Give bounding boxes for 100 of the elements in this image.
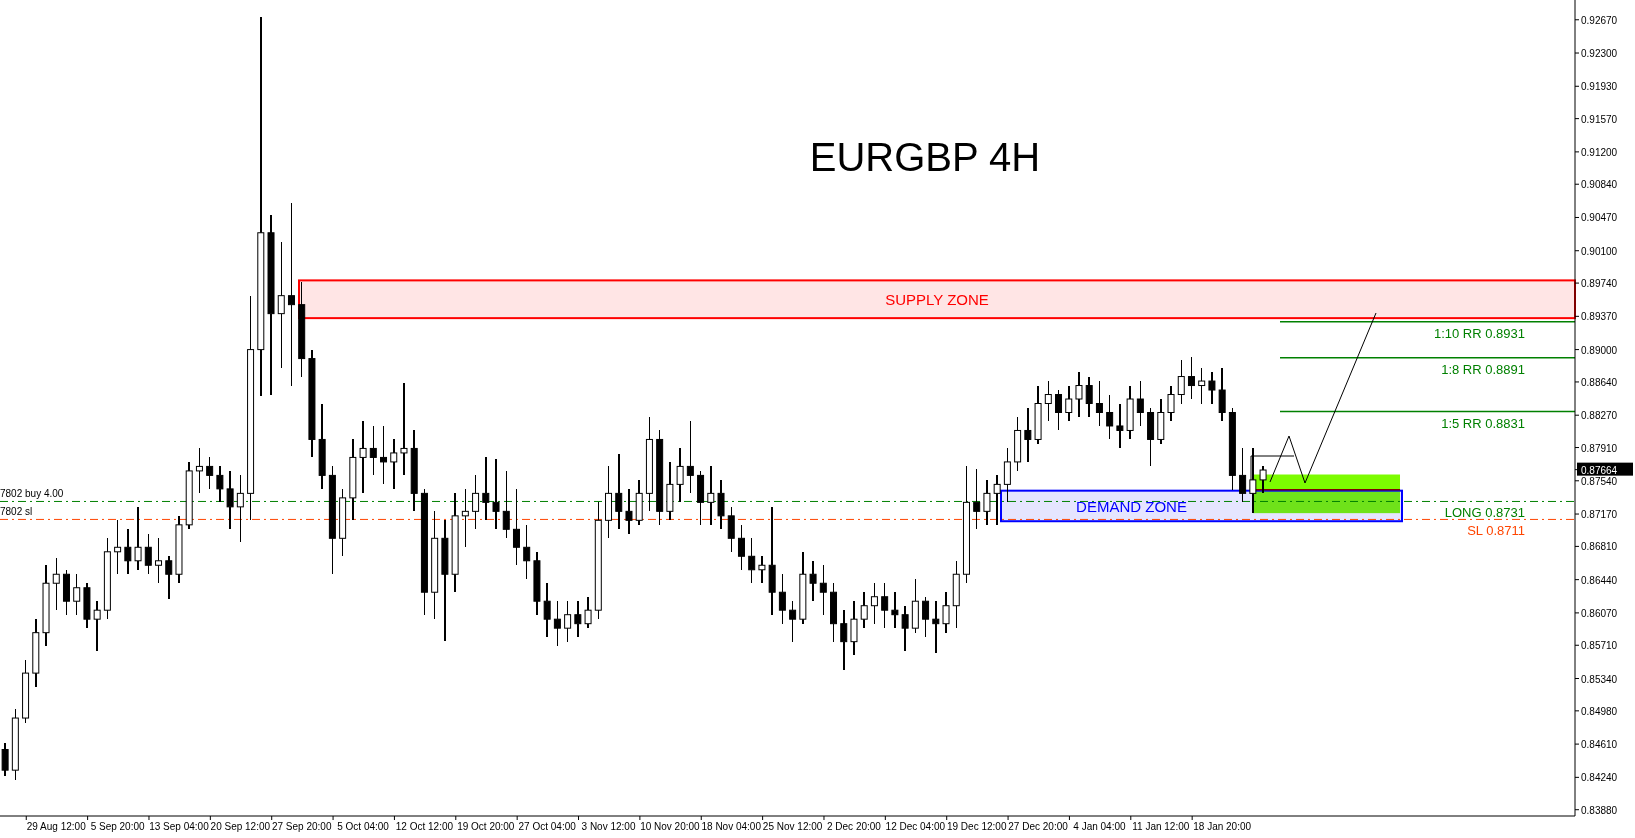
candlestick xyxy=(1157,398,1165,445)
y-tick-label: 0.91570 xyxy=(1581,113,1618,125)
candlestick xyxy=(1,742,9,778)
candlestick xyxy=(1065,384,1073,423)
candlestick xyxy=(881,582,889,629)
candlestick xyxy=(656,429,664,526)
y-tick-label: 0.88640 xyxy=(1581,376,1618,388)
y-tick-label: 0.84240 xyxy=(1581,772,1618,784)
candlestick xyxy=(175,515,183,584)
candlestick xyxy=(451,492,459,593)
y-tick-label: 0.86810 xyxy=(1581,541,1618,553)
candlestick xyxy=(594,501,602,620)
candlestick xyxy=(1024,407,1032,463)
y-tick-label: 0.84980 xyxy=(1581,705,1618,717)
candlestick xyxy=(830,582,838,643)
candlestick xyxy=(1085,375,1093,418)
candlestick xyxy=(42,564,50,647)
candlestick xyxy=(287,202,295,387)
y-tick-label: 0.84610 xyxy=(1581,739,1618,751)
x-tick-label: 13 Sep 04:00 xyxy=(149,821,210,832)
candlestick xyxy=(727,506,735,553)
y-tick-label: 0.85710 xyxy=(1581,640,1618,652)
candlestick xyxy=(114,519,122,576)
candlestick xyxy=(543,582,551,638)
candlestick xyxy=(973,468,981,531)
x-tick-label: 25 Nov 12:00 xyxy=(762,821,823,832)
annotation: 7802 buy 4.00 xyxy=(0,488,64,500)
candlestick xyxy=(32,618,40,688)
candlestick xyxy=(1187,356,1195,400)
candlestick xyxy=(962,465,970,584)
candlestick xyxy=(103,537,111,620)
x-tick-label: 29 Aug 12:00 xyxy=(26,821,87,832)
ref-line-label: LONG 0.8731 xyxy=(1444,505,1525,521)
x-tick-label: 20 Sep 12:00 xyxy=(210,821,271,832)
y-tick-label: 0.87170 xyxy=(1581,509,1618,521)
candlestick xyxy=(52,557,60,611)
candlestick xyxy=(615,453,623,531)
candlestick xyxy=(922,595,930,638)
candlestick xyxy=(1249,447,1257,514)
x-tick-label: 4 Jan 04:00 xyxy=(1073,821,1126,832)
candlestick xyxy=(625,488,633,535)
candlestick xyxy=(819,564,827,616)
y-tick-label: 0.87664 xyxy=(1581,464,1618,476)
candlestick xyxy=(502,470,510,540)
y-tick-label: 0.92670 xyxy=(1581,14,1618,26)
y-tick-label: 0.90470 xyxy=(1581,212,1618,224)
candlestick xyxy=(441,519,449,642)
candlestick xyxy=(236,474,244,543)
y-tick-label: 0.87540 xyxy=(1581,475,1618,487)
x-tick-label: 12 Dec 04:00 xyxy=(885,821,946,832)
candlestick xyxy=(247,294,255,522)
candlestick xyxy=(1055,389,1063,432)
candlestick xyxy=(1218,366,1226,423)
x-tick-label: 11 Jan 12:00 xyxy=(1132,821,1190,832)
candlestick xyxy=(308,348,316,459)
x-tick-label: 19 Dec 12:00 xyxy=(946,821,1007,832)
candlestick xyxy=(870,582,878,625)
x-tick-label: 5 Oct 04:00 xyxy=(337,821,390,832)
y-tick-label: 0.83880 xyxy=(1581,804,1618,816)
candlestick xyxy=(431,510,439,620)
ref-line-label: 1:8 RR 0.8891 xyxy=(1441,361,1525,377)
candlestick xyxy=(809,560,817,602)
x-tick-label: 18 Jan 20:00 xyxy=(1193,821,1252,832)
y-tick-label: 0.92300 xyxy=(1581,48,1618,60)
candlestick xyxy=(799,551,807,625)
x-tick-label: 27 Dec 20:00 xyxy=(1008,821,1069,832)
y-tick-label: 0.85340 xyxy=(1581,673,1618,685)
y-tick-label: 0.88270 xyxy=(1581,410,1618,422)
candlestick xyxy=(1177,359,1185,405)
candlestick xyxy=(533,551,541,616)
y-tick-label: 0.90100 xyxy=(1581,245,1618,257)
candlestick xyxy=(686,420,694,495)
candlestick xyxy=(482,456,490,522)
band-label: SUPPLY ZONE xyxy=(885,291,989,309)
candlestick xyxy=(666,461,674,522)
candlestick xyxy=(737,524,745,571)
candlestick xyxy=(359,420,367,495)
candlestick xyxy=(1239,447,1247,504)
x-tick-label: 2 Dec 20:00 xyxy=(827,821,882,832)
candlestick xyxy=(512,488,520,567)
candlestick xyxy=(1034,384,1042,445)
y-tick-label: 0.90840 xyxy=(1581,179,1618,191)
candlestick xyxy=(267,214,275,396)
candlestick xyxy=(891,591,899,629)
candlestick xyxy=(11,708,19,781)
y-tick-label: 0.91200 xyxy=(1581,146,1618,158)
candlestick xyxy=(911,578,919,634)
candlestick xyxy=(707,465,715,526)
candlestick xyxy=(1259,465,1267,495)
candlestick xyxy=(420,488,428,616)
candlestick xyxy=(584,595,592,629)
candlestick xyxy=(400,382,408,477)
candlestick xyxy=(461,488,469,549)
candlestick xyxy=(993,474,1001,526)
candlestick xyxy=(635,479,643,526)
candlestick xyxy=(1116,402,1124,450)
candlestick xyxy=(206,456,214,490)
candlestick xyxy=(1106,393,1114,441)
x-tick-label: 12 Oct 12:00 xyxy=(395,821,454,832)
x-tick-label: 18 Nov 04:00 xyxy=(701,821,762,832)
